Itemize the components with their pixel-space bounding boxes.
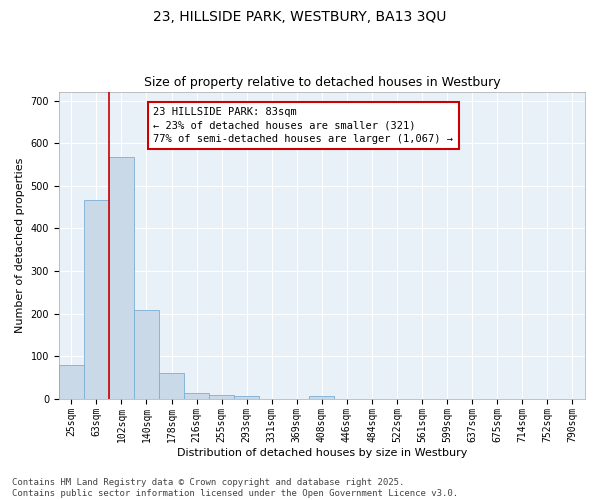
Bar <box>310 396 334 399</box>
Text: 23, HILLSIDE PARK, WESTBURY, BA13 3QU: 23, HILLSIDE PARK, WESTBURY, BA13 3QU <box>154 10 446 24</box>
X-axis label: Distribution of detached houses by size in Westbury: Distribution of detached houses by size … <box>177 448 467 458</box>
Text: 23 HILLSIDE PARK: 83sqm
← 23% of detached houses are smaller (321)
77% of semi-d: 23 HILLSIDE PARK: 83sqm ← 23% of detache… <box>154 108 454 144</box>
Y-axis label: Number of detached properties: Number of detached properties <box>15 158 25 333</box>
Bar <box>59 365 84 399</box>
Text: Contains HM Land Registry data © Crown copyright and database right 2025.
Contai: Contains HM Land Registry data © Crown c… <box>12 478 458 498</box>
Bar <box>234 396 259 399</box>
Bar <box>209 395 234 399</box>
Bar <box>184 392 209 399</box>
Bar <box>109 158 134 399</box>
Bar <box>159 374 184 399</box>
Bar <box>84 200 109 399</box>
Title: Size of property relative to detached houses in Westbury: Size of property relative to detached ho… <box>143 76 500 90</box>
Bar <box>134 310 159 399</box>
